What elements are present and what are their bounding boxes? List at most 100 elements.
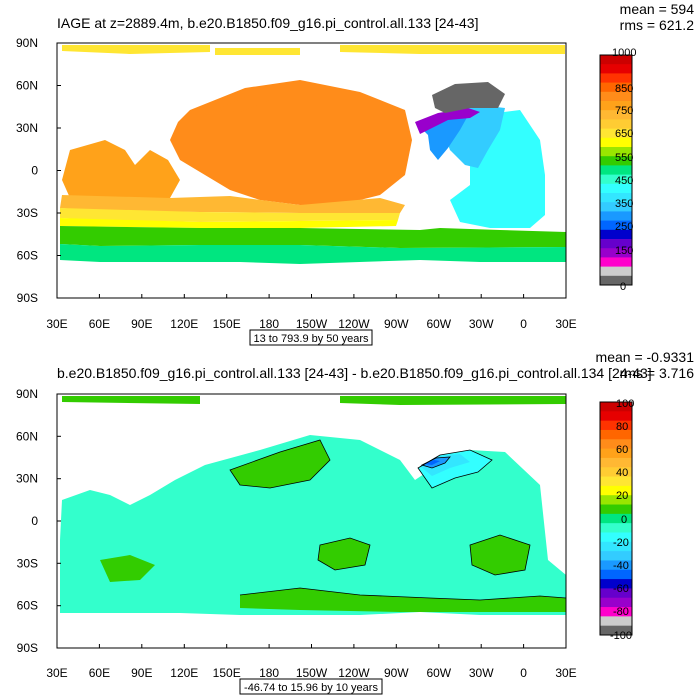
top-y-tick-label: 30S <box>17 206 38 220</box>
colorbar-swatch <box>600 420 632 431</box>
top-colorbar-frame <box>599 54 633 286</box>
top-colorbar-label: 850 <box>615 83 633 95</box>
bottom-colorbar-label: -20 <box>613 537 629 549</box>
bottom-panel-x-ticks: 30E 60E 90E 120E 150E 180 150W 120W 90W … <box>46 644 577 680</box>
bottom-x-tick-label: 30E <box>555 666 576 680</box>
contour-line <box>229 439 331 489</box>
top-x-tick-label: 30E <box>555 317 576 331</box>
top-colorbar-label: 0 <box>620 281 626 293</box>
colorbar-swatch <box>600 137 632 148</box>
colorbar-swatch <box>600 560 632 571</box>
bottom-x-tick-label: 120E <box>170 666 198 680</box>
bottom-x-tick-label: 120W <box>338 666 370 680</box>
bottom-colorbar-label: -100 <box>610 630 632 642</box>
bottom-x-tick-label: 150W <box>296 666 328 680</box>
top-x-tick-label: 150E <box>213 317 241 331</box>
bottom-y-tick-label: 60N <box>16 429 38 443</box>
contour-line <box>417 449 493 489</box>
colorbar-swatch <box>600 147 632 157</box>
top-contour-info: 13 to 793.9 by 50 years <box>254 333 369 345</box>
colorbar-swatch <box>600 504 632 515</box>
bottom-colorbar-label: 40 <box>616 467 628 479</box>
colorbar-swatch <box>600 275 632 286</box>
contour-line <box>420 456 451 469</box>
region-pacific-north <box>215 90 290 112</box>
colorbar-swatch <box>600 532 632 543</box>
colorbar-swatch <box>600 597 632 608</box>
colorbar-swatch <box>600 429 632 440</box>
top-colorbar-label: 250 <box>615 221 633 233</box>
bottom-x-tick-label: 30W <box>469 666 494 680</box>
colorbar-swatch <box>600 165 632 176</box>
region-arctic <box>62 45 565 55</box>
colorbar-swatch <box>600 402 632 412</box>
bottom-y-tick-label: 0 <box>31 514 38 528</box>
colorbar-swatch <box>600 73 632 84</box>
top-x-tick-label: 30E <box>46 317 67 331</box>
colorbar-swatch <box>600 119 632 130</box>
colorbar-swatch <box>600 266 632 277</box>
top-x-tick-label: 90E <box>131 317 152 331</box>
colorbar-swatch <box>600 156 632 166</box>
colorbar-swatch <box>600 248 632 258</box>
top-x-tick-label: 120E <box>170 317 198 331</box>
bottom-x-tick-label: 0 <box>520 666 527 680</box>
bottom-y-tick-label: 90S <box>17 641 38 655</box>
colorbar-swatch <box>600 607 632 617</box>
bottom-y-tick-label: 90N <box>16 387 38 401</box>
region-southern-ocean-teal <box>60 244 566 264</box>
bottom-panel: b.e20.B1850.f09_g16.pi_control.all.133 [… <box>16 349 695 695</box>
colorbar-swatch <box>600 523 632 533</box>
top-colorbar: 1000 850 750 650 550 450 350 250 150 0 <box>599 47 636 293</box>
top-colorbar-label: 750 <box>615 105 633 117</box>
colorbar-swatch <box>600 110 632 120</box>
top-contour-info-box <box>249 329 373 346</box>
bottom-colorbar-label: 100 <box>616 398 634 410</box>
bottom-panel-rms: rms = 3.716 <box>620 365 695 381</box>
top-colorbar-label: 1000 <box>612 47 636 59</box>
top-x-tick-label: 150W <box>296 317 328 331</box>
bottom-panel-mean: mean = -0.9331 <box>596 349 695 365</box>
top-x-tick-label: 120W <box>338 317 370 331</box>
bottom-colorbar-label: 80 <box>616 421 628 433</box>
bottom-x-tick-label: 150E <box>213 666 241 680</box>
colorbar-swatch <box>600 541 632 552</box>
bottom-y-tick-label: 30N <box>16 472 38 486</box>
colorbar-swatch <box>600 616 632 627</box>
colorbar-swatch <box>600 439 632 450</box>
bottom-panel-y-ticks: 90N 60N 30N 0 30S 60S 90S <box>16 387 61 655</box>
top-y-tick-label: 30N <box>16 121 38 135</box>
region-south-band-3 <box>60 218 398 228</box>
top-panel-map <box>60 45 566 264</box>
top-x-tick-label: 60E <box>89 317 110 331</box>
region-atlantic-patch <box>470 535 530 575</box>
region-pacific-mid-patch <box>318 538 370 570</box>
top-x-tick-label: 0 <box>520 317 527 331</box>
colorbar-swatch <box>600 91 632 102</box>
colorbar-swatch <box>600 588 632 599</box>
region-south-band-2 <box>60 208 400 222</box>
bottom-x-tick-label: 30E <box>46 666 67 680</box>
colorbar-swatch <box>600 211 632 222</box>
colorbar-swatch <box>600 551 632 561</box>
bottom-x-tick-label: 90E <box>131 666 152 680</box>
colorbar-swatch <box>600 467 632 478</box>
colorbar-swatch <box>600 476 632 487</box>
colorbar-swatch <box>600 202 632 212</box>
top-x-tick-label: 180 <box>259 317 279 331</box>
bottom-y-tick-label: 60S <box>17 599 38 613</box>
top-colorbar-label: 650 <box>615 128 633 140</box>
top-panel-title: IAGE at z=2889.4m, b.e20.B1850.f09_g16.p… <box>57 15 478 31</box>
colorbar-swatch <box>600 239 632 249</box>
colorbar-swatch <box>600 220 632 231</box>
colorbar-swatch <box>600 183 632 194</box>
top-panel: IAGE at z=2889.4m, b.e20.B1850.f09_g16.p… <box>16 1 694 346</box>
top-colorbar-label: 550 <box>615 152 633 164</box>
top-x-tick-label: 30W <box>469 317 494 331</box>
top-y-tick-label: 0 <box>31 164 38 178</box>
colorbar-swatch <box>600 579 632 589</box>
colorbar-swatch <box>600 229 632 240</box>
colorbar-swatch <box>600 457 632 468</box>
top-panel-y-ticks: 90N 60N 30N 0 30S 60S 90S <box>16 36 61 305</box>
